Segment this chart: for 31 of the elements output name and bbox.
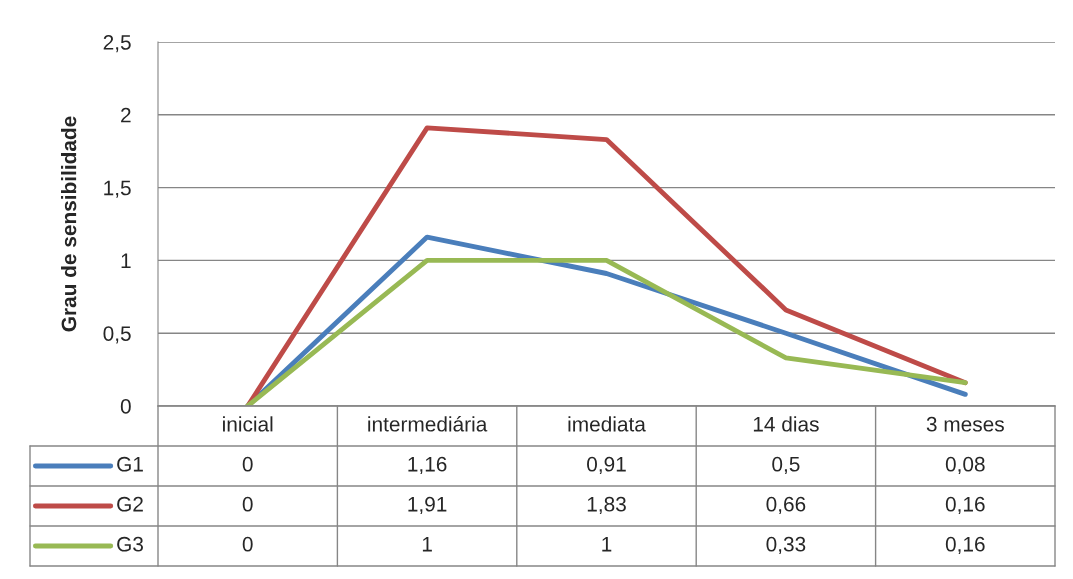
data-label: 0,66 — [766, 496, 806, 515]
data-label: 0 — [242, 456, 253, 472]
data-label: 0,16 — [945, 496, 985, 515]
x-tick-label: intermediária — [368, 416, 488, 432]
x-tick-label: 3 meses — [926, 416, 1004, 432]
data-label: 0 — [242, 496, 253, 512]
y-tick-label: 1,5 — [104, 180, 131, 198]
data-label: 1 — [422, 537, 432, 552]
data-label: 1,91 — [408, 496, 447, 515]
data-label: 1 — [602, 537, 612, 552]
data-label: 1,83 — [587, 496, 626, 515]
data-label: 0 — [242, 536, 253, 552]
data-label: 1,16 — [408, 456, 447, 475]
data-label: 0,91 — [587, 456, 626, 475]
data-label: 0,33 — [766, 536, 806, 555]
y-tick-label: 1 — [121, 253, 131, 268]
data-label: 0,08 — [945, 456, 985, 475]
y-tick-label: 2,5 — [103, 35, 131, 53]
y-tick-label: 0 — [120, 399, 131, 414]
x-tick-label: imediata — [568, 416, 646, 432]
data-label: 0,16 — [945, 536, 985, 555]
y-tick-label: 2 — [121, 107, 131, 123]
y-axis-title: Grau de sensibilidade — [61, 116, 77, 332]
line-series — [245, 125, 968, 406]
legend-label: G2 — [117, 496, 143, 512]
legend-label: G3 — [117, 536, 143, 552]
legend-label: G1 — [117, 456, 143, 472]
x-tick-label: inicial — [223, 416, 273, 432]
x-tick-label: 14 dias — [753, 416, 819, 432]
y-tick-label: 0,5 — [103, 326, 131, 344]
data-label: 0,5 — [772, 456, 800, 475]
